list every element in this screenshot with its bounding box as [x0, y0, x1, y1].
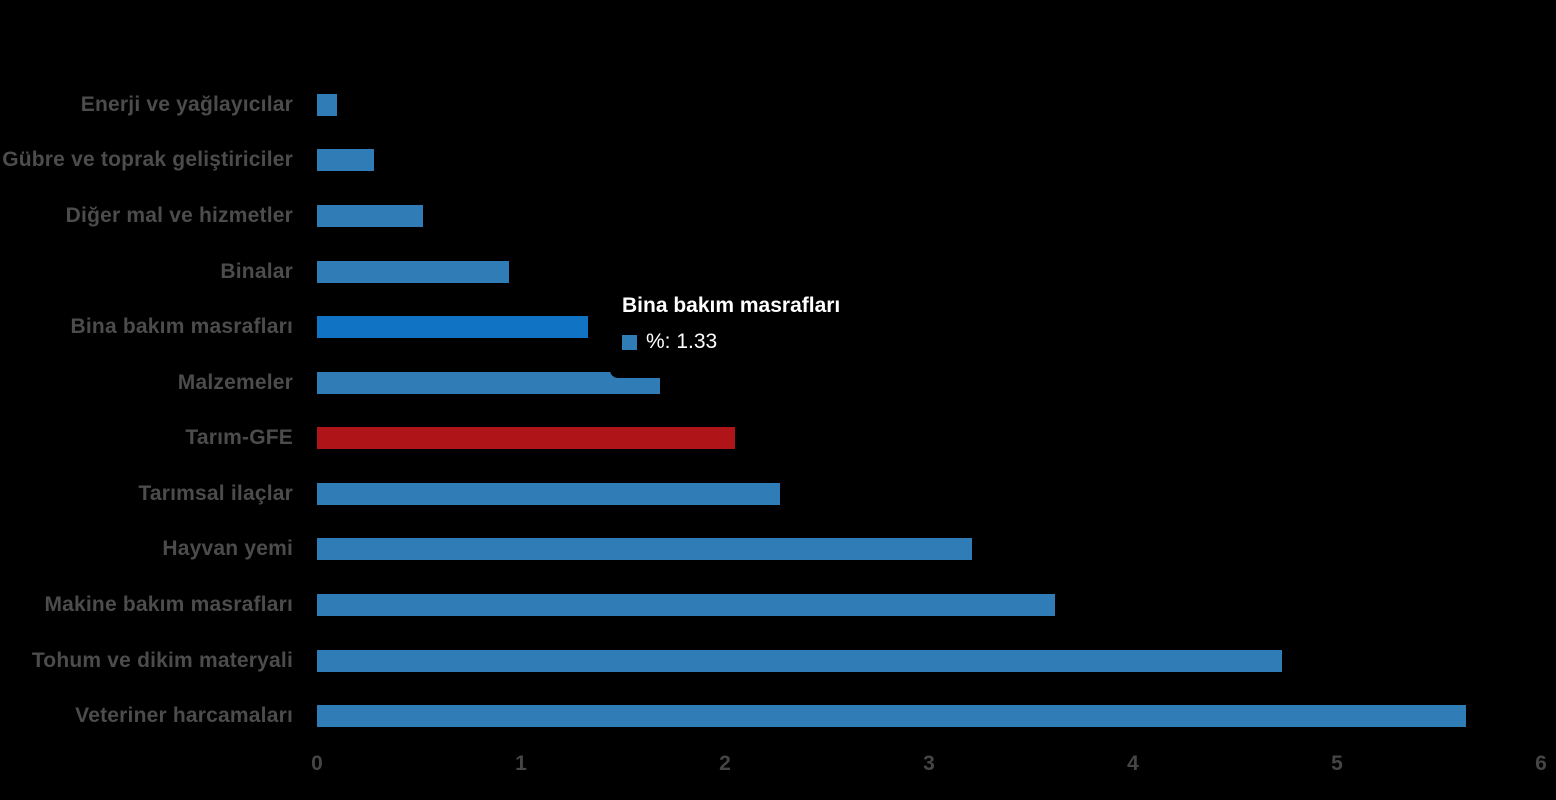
x-axis: 0 1 2 3 4 5 6 [311, 752, 1547, 780]
bar[interactable] [317, 593, 1056, 616]
bar-accent[interactable] [317, 427, 736, 450]
series-swatch-icon [622, 334, 637, 350]
chart-row: Veteriner harcamaları [0, 688, 1556, 744]
x-axis-tick: 1 [515, 752, 527, 775]
x-axis-tick: 0 [311, 752, 323, 775]
bar[interactable] [317, 482, 781, 505]
bar[interactable] [317, 649, 1282, 672]
category-label: Tohum ve dikim materyali [31, 648, 293, 672]
bar[interactable] [317, 204, 424, 227]
bar-track [317, 149, 1541, 172]
chart-row: Binalar [0, 244, 1556, 300]
bar-track [317, 260, 1541, 283]
tooltip-value: %: 1.33 [646, 330, 718, 353]
chart-row: Enerji ve yağlayıcılar [0, 77, 1556, 133]
bar[interactable] [317, 149, 375, 172]
chart-row: Malzemeler [0, 355, 1556, 411]
chart-row: Tohum ve dikim materyali [0, 633, 1556, 689]
plot-area: Enerji ve yağlayıcılar Gübre ve toprak g… [0, 77, 1556, 744]
chart-row: Makine bakım masrafları [0, 577, 1556, 633]
bar[interactable] [317, 538, 972, 561]
category-label: Tarım-GFE [185, 426, 293, 450]
chart-row: Diğer mal ve hizmetler [0, 188, 1556, 244]
bar-track [317, 649, 1541, 672]
bar-track [317, 538, 1541, 561]
category-label: Malzemeler [177, 370, 293, 394]
category-label: Veteriner harcamaları [75, 704, 293, 728]
chart-row: Bina bakım masrafları [0, 299, 1556, 355]
bar-track [317, 427, 1541, 450]
tooltip: Bina bakım masrafları %: 1.33 [610, 286, 882, 378]
x-axis-tick: 5 [1331, 752, 1343, 775]
x-axis-tick: 2 [719, 752, 731, 775]
bar-track [317, 482, 1541, 505]
tooltip-title: Bina bakım masrafları [622, 294, 841, 317]
category-label: Makine bakım masrafları [44, 592, 293, 616]
category-label: Hayvan yemi [162, 537, 293, 561]
chart-row: Gübre ve toprak geliştiriciler [0, 133, 1556, 189]
bar[interactable] [317, 705, 1466, 728]
category-label: Gübre ve toprak geliştiriciler [2, 148, 293, 172]
chart-row: Tarımsal ilaçlar [0, 466, 1556, 522]
chart-row: Hayvan yemi [0, 522, 1556, 578]
x-axis-tick: 4 [1127, 752, 1139, 775]
bar-track [317, 705, 1541, 728]
bar[interactable] [317, 371, 660, 394]
x-axis-tick: 6 [1535, 752, 1547, 775]
category-label: Bina bakım masrafları [70, 315, 293, 339]
bar-hovered[interactable] [317, 316, 589, 339]
bar[interactable] [317, 260, 509, 283]
bar-track [317, 593, 1541, 616]
category-label: Enerji ve yağlayıcılar [80, 92, 293, 116]
bar-track [317, 371, 1541, 394]
category-label: Diğer mal ve hizmetler [65, 203, 293, 227]
bar-track [317, 316, 1541, 339]
category-label: Binalar [220, 259, 293, 283]
bar-track [317, 204, 1541, 227]
bar[interactable] [317, 93, 338, 116]
tooltip-series-row: %: 1.33 [622, 330, 870, 354]
x-axis-tick: 3 [923, 752, 935, 775]
bar-track [317, 93, 1541, 116]
chart-row: Tarım-GFE [0, 410, 1556, 466]
category-label: Tarımsal ilaçlar [138, 481, 293, 505]
